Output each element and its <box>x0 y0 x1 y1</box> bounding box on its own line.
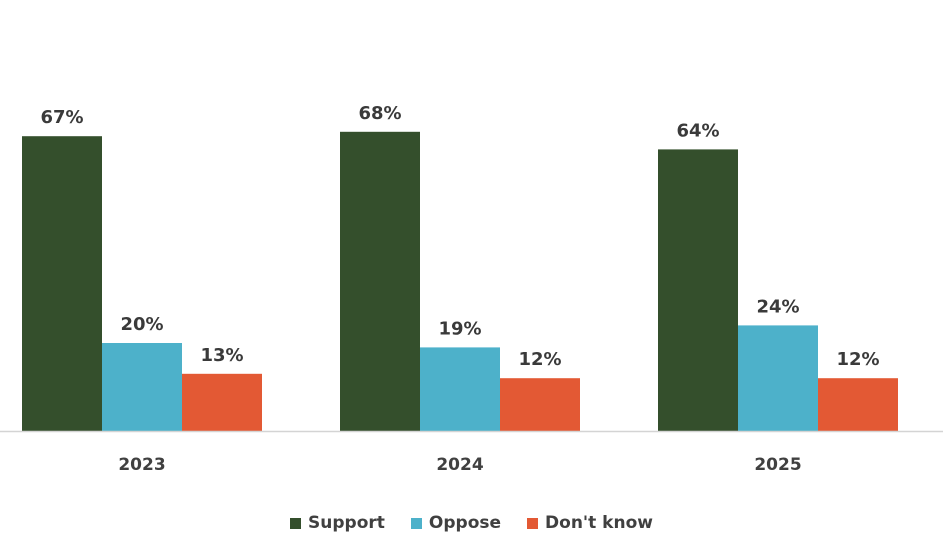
x-tick-label-2023: 2023 <box>118 455 165 475</box>
x-tick-label-2024: 2024 <box>436 455 483 475</box>
data-label-support-2024: 68% <box>358 103 401 124</box>
data-label-don-t-know-2025: 12% <box>836 349 879 370</box>
legend-label-don-t-know: Don't know <box>545 513 653 533</box>
bar-oppose-2023 <box>102 343 182 431</box>
legend-swatch-oppose <box>410 517 422 529</box>
legend-item-support: Support <box>290 513 385 533</box>
data-label-don-t-know-2024: 12% <box>518 349 561 370</box>
bar-oppose-2025 <box>738 325 818 431</box>
legend-swatch-don-t-know <box>527 517 539 529</box>
data-label-support-2025: 64% <box>676 120 719 141</box>
legend-item-oppose: Oppose <box>410 513 502 533</box>
bar-support-2024 <box>340 131 420 432</box>
data-label-don-t-know-2023: 13% <box>200 345 243 366</box>
bar-support-2025 <box>658 149 738 431</box>
bar-don-t-know-2025 <box>818 378 898 431</box>
legend: Support Oppose Don't know <box>0 513 943 533</box>
data-label-support-2023: 67% <box>40 107 83 128</box>
data-label-oppose-2025: 24% <box>756 296 799 317</box>
legend-item-don-t-know: Don't know <box>527 513 653 533</box>
data-label-oppose-2024: 19% <box>438 318 481 339</box>
bar-chart: 67% 20% 13% 2023 68% 19% 12% 2024 64% 24% 12% 2025 <box>0 103 943 475</box>
bar-support-2023 <box>22 136 102 431</box>
x-tick-label-2025: 2025 <box>754 455 801 475</box>
legend-label-oppose: Oppose <box>428 513 502 533</box>
legend-swatch-support <box>290 517 302 529</box>
data-label-oppose-2023: 20% <box>120 314 163 335</box>
bar-don-t-know-2024 <box>500 378 580 431</box>
legend-label-support: Support <box>308 513 385 533</box>
bar-oppose-2024 <box>420 347 500 431</box>
bar-don-t-know-2023 <box>182 373 262 431</box>
